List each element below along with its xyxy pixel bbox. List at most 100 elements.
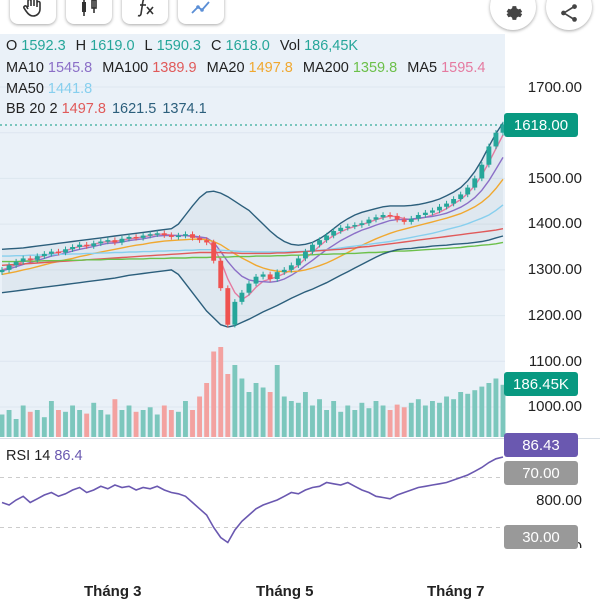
bb-mid-value: 1497.8	[61, 101, 106, 117]
candle-body	[161, 233, 167, 236]
candle-body	[84, 244, 90, 247]
ma200-label: MA200	[302, 60, 349, 76]
high-value: 1619.0	[90, 38, 135, 54]
ma100-value: 1389.9	[152, 60, 197, 76]
candle-body	[267, 274, 273, 279]
volume-bar	[13, 419, 19, 437]
volume-bar	[338, 411, 344, 437]
candle-body	[140, 235, 146, 238]
low-value: 1590.3	[156, 38, 201, 54]
volume-bar	[472, 390, 478, 437]
price-tick-label: 1100.00	[528, 353, 582, 370]
candle-body	[232, 301, 238, 325]
candle-body	[324, 235, 330, 241]
candle-body	[253, 276, 259, 284]
bb-legend: BB 20 2 1497.8 1621.5 1374.1	[6, 101, 213, 117]
rsi-value-tag: 86.43	[504, 433, 578, 457]
rsi-axis-label: 800.00	[536, 492, 582, 509]
candle-body	[274, 272, 280, 279]
candle-body	[168, 235, 174, 237]
rsi-line	[1, 456, 504, 544]
volume-bar	[465, 393, 471, 437]
price-tick-label: 1000.00	[527, 398, 582, 415]
candle-body	[105, 240, 111, 242]
volume-bar	[415, 399, 421, 437]
volume-bar	[380, 405, 386, 437]
ohlc-legend: O 1592.3 H 1619.0 L 1590.3 C 1618.0 Vol 186,4…	[6, 38, 364, 54]
ma-legend: MA10 1545.8 MA100 1389.9 MA20 1497.8 MA200 1…	[6, 60, 491, 76]
candle-body	[218, 260, 224, 289]
candle-body	[380, 215, 386, 218]
hand-tool-button[interactable]	[10, 0, 56, 24]
chart-toolbar	[0, 0, 600, 30]
close-value: 1618.0	[225, 38, 270, 54]
candle-body	[493, 132, 499, 147]
candle-body	[472, 178, 478, 188]
volume-bar	[288, 401, 294, 437]
volume-bar	[48, 401, 54, 437]
volume-bar	[0, 414, 5, 437]
open-value: 1592.3	[21, 38, 66, 54]
volume-bar	[70, 405, 75, 437]
drawing-tool-button[interactable]	[178, 0, 224, 24]
volume-bar	[324, 410, 330, 437]
candle-body	[133, 236, 139, 239]
volume-bar	[246, 392, 252, 437]
volume-bar	[218, 347, 224, 437]
settings-gear-icon	[506, 6, 523, 20]
candle-body	[48, 251, 54, 254]
last-price-tag: 1618.00	[504, 113, 578, 137]
candle-body	[119, 238, 125, 243]
candle-body	[451, 199, 457, 204]
volume-bar	[175, 411, 181, 437]
candle-body	[154, 233, 160, 235]
price-tick-label: 1200.00	[527, 307, 582, 324]
volume-bar	[486, 383, 492, 437]
month-label: Tháng 5	[256, 583, 314, 600]
volume-bar	[444, 396, 449, 437]
indicator-button[interactable]	[122, 0, 168, 24]
volume-bar	[140, 410, 146, 437]
volume-bar	[281, 396, 287, 437]
price-tick-label: 1700.00	[527, 79, 582, 96]
candle-body	[408, 218, 414, 222]
rsi-pane[interactable]	[0, 440, 505, 570]
volume-bar	[260, 387, 266, 437]
candle-body	[359, 223, 365, 226]
candle-body	[77, 244, 83, 247]
volume-bar	[197, 396, 203, 437]
volume-bar	[493, 378, 499, 437]
volume-bar	[253, 383, 259, 437]
candle-body	[352, 225, 358, 227]
share-icon	[561, 4, 577, 22]
candle-body	[211, 242, 217, 261]
candle-body	[345, 226, 351, 228]
candle-body	[0, 269, 5, 273]
ma10-value: 1545.8	[47, 60, 93, 76]
candle-body	[338, 227, 344, 231]
volume-bar	[373, 401, 379, 437]
candle-body	[331, 231, 337, 236]
volume-bar	[232, 365, 238, 437]
volume-bar	[211, 351, 217, 437]
candle-type-button[interactable]	[66, 0, 112, 24]
volume-bar	[408, 402, 414, 437]
volume-bar	[317, 399, 322, 437]
candle-body	[246, 283, 252, 293]
volume-bar	[267, 392, 273, 437]
candle-body	[465, 187, 471, 195]
candle-body	[98, 241, 104, 244]
candle-body	[295, 258, 301, 266]
candle-body	[302, 251, 308, 259]
volume-bar	[161, 405, 167, 437]
candle-body	[41, 253, 47, 257]
candle-body	[175, 235, 181, 238]
volume-bar	[458, 392, 464, 437]
candle-body	[401, 219, 407, 222]
volume-bar	[430, 401, 435, 437]
bb-upper-value: 1621.5	[111, 101, 157, 117]
volume-bar	[168, 410, 174, 437]
ma50-value: 1441.8	[47, 81, 93, 97]
candle-body	[27, 258, 33, 260]
candle-body	[197, 237, 203, 241]
